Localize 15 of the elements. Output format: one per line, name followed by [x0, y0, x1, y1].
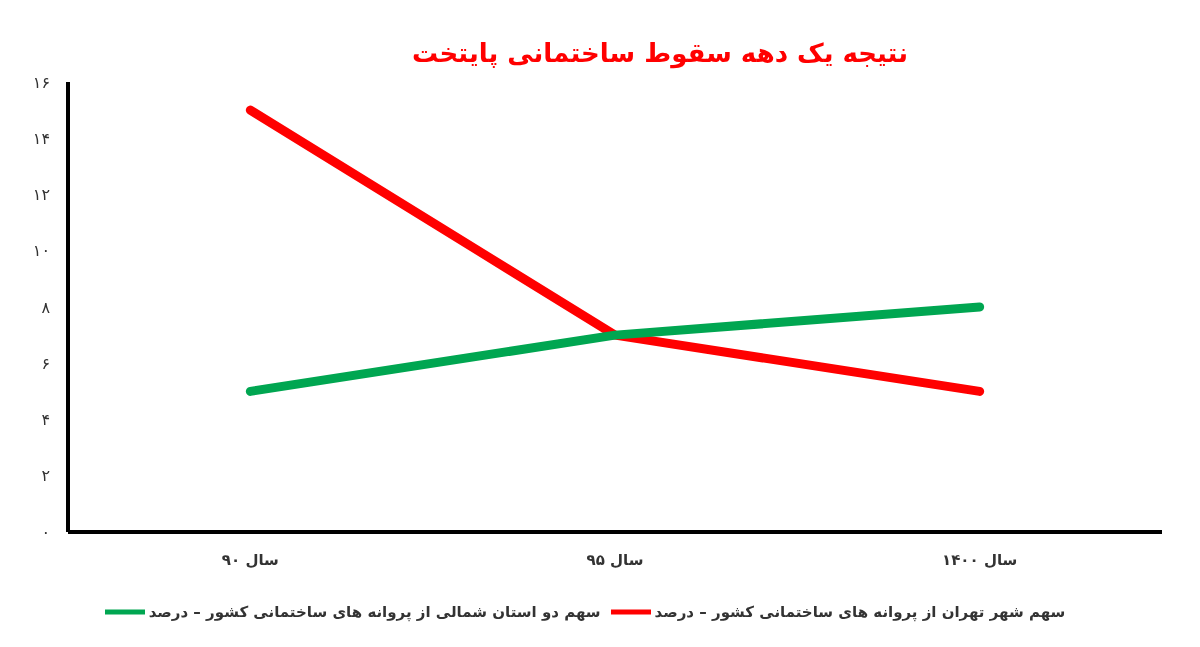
legend-label: سهم شهر تهران از پروانه های ساختمانی کشور – درصد: [654, 602, 1066, 621]
y-tick-label: ۲: [41, 466, 50, 486]
legend-label: سهم دو استان شمالی از پروانه های ساختمانی کشور – درصد: [148, 602, 601, 621]
x-tick-label: سال ۱۴۰۰: [942, 550, 1018, 569]
y-tick-label: ۶: [41, 353, 50, 373]
y-tick-label: ۴: [41, 410, 50, 430]
y-tick-label: ۰: [41, 522, 50, 542]
y-tick-label: ۱۲: [32, 185, 50, 205]
y-tick-label: ۸: [41, 297, 51, 317]
y-tick-label: ۱۶: [32, 72, 50, 92]
x-tick-label: سال ۹۰: [221, 550, 279, 569]
y-tick-label: ۱۰: [32, 241, 50, 261]
x-tick-label: سال ۹۵: [586, 550, 644, 569]
chart-title: نتیجه یک دهه سقوط ساختمانی پایتخت: [411, 37, 909, 71]
y-tick-label: ۱۴: [32, 128, 50, 148]
